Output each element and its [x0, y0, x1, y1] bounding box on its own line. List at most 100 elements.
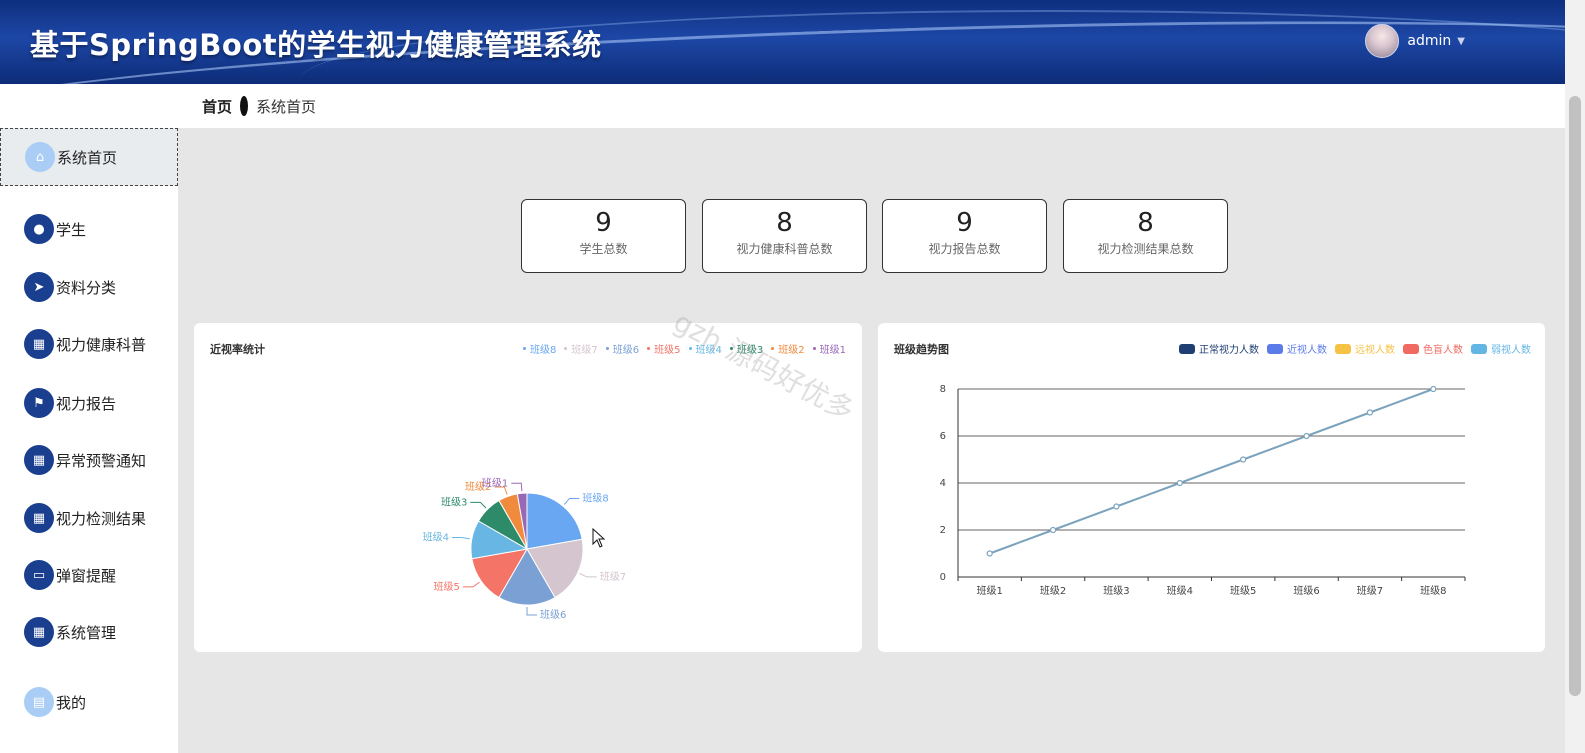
legend-item[interactable]: 正常视力人数	[1179, 341, 1259, 356]
x-tick-label: 班级5	[1230, 585, 1256, 597]
sidebar-item-vision-report[interactable]: ⚑ 视力报告	[0, 374, 178, 432]
pie-slice[interactable]	[516, 492, 528, 550]
avatar[interactable]	[1365, 24, 1400, 58]
pie-label-line	[452, 537, 470, 540]
y-tick-label: 8	[940, 384, 946, 395]
data-point[interactable]	[1049, 526, 1057, 534]
stat-card-health-knowledge[interactable]: 8 视力健康科普总数	[702, 199, 867, 273]
home-icon: ⌂	[25, 142, 55, 172]
pie-slice-label: 班级8	[582, 492, 608, 504]
legend-item[interactable]: 班级8	[523, 341, 556, 356]
chevron-down-icon[interactable]: ▼	[1457, 35, 1465, 47]
stat-value: 8	[776, 208, 793, 238]
sidebar-item-label: 视力检测结果	[56, 509, 147, 528]
legend-item[interactable]: 班级3	[729, 341, 764, 356]
pie-slice-label: 班级6	[540, 609, 566, 621]
stat-value: 8	[1137, 208, 1154, 238]
sidebar-item-test-results[interactable]: ▦ 视力检测结果	[0, 489, 178, 547]
breadcrumb: 首页 系统首页	[178, 84, 1565, 128]
message-icon: ▭	[24, 560, 54, 590]
sidebar-item-system-admin[interactable]: ▦ 系统管理	[0, 603, 178, 661]
flag-icon: ⚑	[24, 388, 54, 418]
legend-item[interactable]: 色盲人数	[1403, 341, 1463, 356]
pie-slice[interactable]	[526, 492, 583, 550]
stat-label: 视力检测结果总数	[1097, 242, 1194, 256]
legend-marker	[729, 347, 733, 350]
sidebar-item-home[interactable]: ⌂ 系统首页	[0, 128, 178, 186]
header-glow-decoration-2	[300, 10, 1565, 84]
sidebar-item-label: 异常预警通知	[56, 451, 147, 470]
y-tick-label: 0	[940, 572, 946, 583]
data-point[interactable]	[1113, 503, 1120, 510]
pie-label-line	[526, 607, 537, 616]
line-chart-card: 班级趋势图 正常视力人数 近视人数 远视人数 色盲人数 弱视人数 0 2 4 6 8 班级1 班级2…	[878, 323, 1545, 652]
legend-item[interactable]: 班级2	[771, 341, 805, 356]
legend-item[interactable]: 班级7	[564, 341, 598, 356]
breadcrumb-separator-icon	[240, 96, 249, 116]
stat-card-reports[interactable]: 9 视力报告总数	[882, 199, 1047, 273]
mouse-cursor-icon	[592, 528, 606, 548]
username[interactable]: admin	[1407, 33, 1452, 49]
pie-slice[interactable]	[498, 548, 556, 606]
legend-item[interactable]: 班级1	[812, 341, 846, 356]
legend-label: 班级2	[778, 345, 805, 356]
legend-label: 远视人数	[1355, 345, 1395, 356]
x-tick-label: 班级3	[1103, 585, 1129, 597]
legend-marker	[688, 347, 692, 350]
pie-slice-label: 班级2	[465, 481, 491, 493]
scrollbar-thumb[interactable]	[1569, 96, 1581, 696]
pie-label-line	[579, 573, 597, 578]
legend-marker	[605, 347, 609, 350]
page-scrollbar[interactable]	[1565, 0, 1585, 753]
legend-marker	[812, 347, 816, 350]
pie-chart-card: 近视率统计 班级8 班级7 班级6 班级5 班级4 班级3 班级2 班级1 班级8 班级7 班级6…	[194, 323, 862, 652]
sidebar-item-categories[interactable]: ➤ 资料分类	[0, 258, 178, 316]
pie-label-line	[511, 482, 523, 492]
sidebar-item-health-knowledge[interactable]: ▦ 视力健康科普	[0, 315, 178, 373]
stat-card-test-results[interactable]: 8 视力检测结果总数	[1063, 199, 1228, 273]
pie-label-line	[563, 497, 580, 505]
line-chart: 0 2 4 6 8 班级1 班级2 班级3 班级4 班级5 班级6 班级7 班级8	[940, 384, 1466, 597]
legend-label: 班级4	[695, 345, 722, 356]
data-point[interactable]	[1176, 479, 1183, 487]
data-point[interactable]	[1240, 456, 1247, 463]
sidebar-item-label: 我的	[56, 693, 87, 712]
grid-icon: ▦	[24, 503, 54, 533]
breadcrumb-home[interactable]: 首页	[202, 97, 233, 116]
sidebar-item-label: 视力报告	[56, 394, 117, 413]
data-point[interactable]	[1303, 432, 1310, 440]
sidebar: ⌂ 系统首页 ● 学生 ➤ 资料分类 ▦ 视力健康科普 ⚑ 视力报告 ▦ 异常预…	[0, 84, 178, 753]
x-tick-label: 班级4	[1167, 585, 1193, 597]
line-chart-title: 班级趋势图	[894, 343, 949, 356]
sidebar-item-popup-reminder[interactable]: ▭ 弹窗提醒	[0, 546, 178, 604]
stat-card-students[interactable]: 9 学生总数	[521, 199, 686, 273]
stat-value: 9	[956, 208, 973, 238]
legend-item[interactable]: 班级6	[605, 341, 639, 356]
series-line[interactable]	[989, 388, 1434, 555]
legend-item[interactable]: 近视人数	[1267, 341, 1327, 356]
legend-label: 班级3	[736, 345, 764, 356]
user-menu[interactable]: admin ▼	[1365, 24, 1465, 58]
pie-slice-label: 班级3	[441, 496, 467, 508]
legend-item[interactable]: 班级5	[647, 341, 681, 356]
pie-slice-label: 班级7	[600, 571, 626, 583]
legend-item[interactable]: 远视人数	[1335, 341, 1395, 356]
stat-label: 视力健康科普总数	[736, 242, 833, 256]
sidebar-item-students[interactable]: ● 学生	[0, 200, 178, 258]
data-point[interactable]	[986, 550, 993, 557]
legend-label: 色盲人数	[1423, 345, 1463, 356]
sidebar-item-alert-notice[interactable]: ▦ 异常预警通知	[0, 431, 178, 489]
data-point[interactable]	[1366, 409, 1374, 416]
pie-label-line	[494, 486, 508, 495]
sidebar-item-mine[interactable]: ▤ 我的	[0, 673, 178, 731]
pie-label-line	[470, 501, 487, 509]
pie-slice[interactable]	[526, 538, 584, 599]
data-point[interactable]	[1430, 385, 1437, 393]
y-tick-label: 2	[940, 525, 946, 536]
app-title: 基于SpringBoot的学生视力健康管理系统	[30, 28, 602, 62]
legend-item[interactable]: 弱视人数	[1471, 341, 1531, 356]
x-tick-label: 班级2	[1040, 585, 1066, 597]
legend-label: 班级8	[530, 345, 557, 356]
legend-marker	[1179, 343, 1195, 354]
legend-item[interactable]: 班级4	[688, 341, 722, 356]
